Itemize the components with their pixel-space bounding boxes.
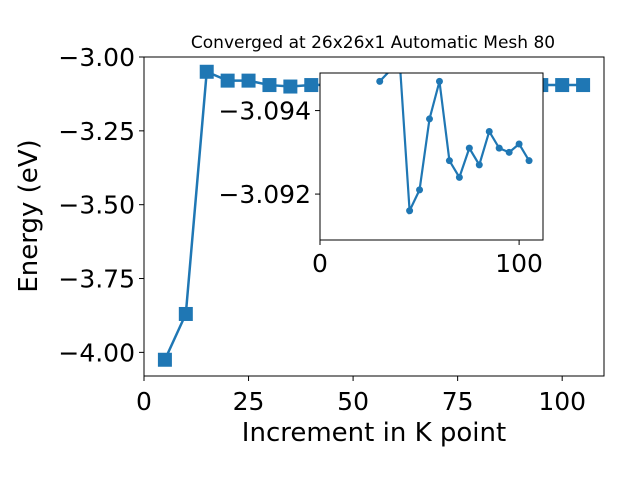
main-data-point <box>262 78 277 93</box>
inset-y-ticks: −3.094 −3.092 <box>218 97 320 209</box>
main-x-tick-label: 50 <box>337 387 369 416</box>
main-y-tick-label: −4.00 <box>58 338 135 367</box>
inset-data-point <box>376 77 384 85</box>
inset-data-point <box>515 140 523 148</box>
inset-data-point <box>525 157 533 165</box>
main-data-point <box>304 78 319 93</box>
inset-data-point <box>445 157 453 165</box>
inset-x-tick-label: 0 <box>312 249 328 278</box>
inset-data-point <box>435 77 443 85</box>
main-x-ticks: 0 25 50 75 100 <box>136 376 586 416</box>
main-data-point <box>241 73 256 88</box>
inset-y-tick-label: −3.094 <box>218 97 311 126</box>
inset-data-point <box>475 161 483 169</box>
inset-x-tick-label: 100 <box>495 249 543 278</box>
main-data-point <box>178 306 193 321</box>
inset-data-point <box>485 127 493 135</box>
main-data-point <box>220 73 235 88</box>
inset-data-point <box>406 207 414 215</box>
main-x-axis-label: Increment in K point <box>242 418 506 448</box>
main-y-ticks: −3.00 −3.25 −3.50 −3.75 −4.00 <box>58 43 144 367</box>
inset-data-point <box>505 148 513 156</box>
main-y-tick-label: −3.50 <box>58 191 135 220</box>
inset-background <box>320 73 543 240</box>
inset-plot-area <box>376 73 533 216</box>
inset-frame <box>319 72 544 241</box>
main-y-tick-label: −3.00 <box>58 43 135 72</box>
main-data-point <box>157 352 172 367</box>
inset-x-ticks: 0 100 <box>312 240 543 278</box>
inset-data-point <box>455 173 463 181</box>
inset-data-point <box>416 186 424 194</box>
main-plot-frame <box>143 56 605 377</box>
main-y-axis-label: Energy (eV) <box>14 139 44 292</box>
main-data-point <box>283 79 298 94</box>
main-y-tick-label: −3.75 <box>58 265 135 294</box>
main-data-point <box>555 78 570 93</box>
main-x-tick-label: 75 <box>442 387 474 416</box>
main-data-point <box>199 64 214 79</box>
inset-data-point <box>465 144 473 152</box>
inset-y-tick-label: −3.092 <box>218 180 311 209</box>
main-x-tick-label: 0 <box>136 387 152 416</box>
inset-data-point <box>426 115 434 123</box>
main-title: Converged at 26x26x1 Automatic Mesh 80 <box>191 33 555 53</box>
main-data-point <box>576 78 591 93</box>
main-x-tick-label: 25 <box>233 387 265 416</box>
inset-axes: 0 100 −3.094 −3.092 <box>218 72 544 278</box>
inset-series-0 <box>376 73 533 216</box>
main-y-tick-label: −3.25 <box>58 117 135 146</box>
inset-data-point <box>495 144 503 152</box>
main-x-tick-label: 100 <box>538 387 586 416</box>
